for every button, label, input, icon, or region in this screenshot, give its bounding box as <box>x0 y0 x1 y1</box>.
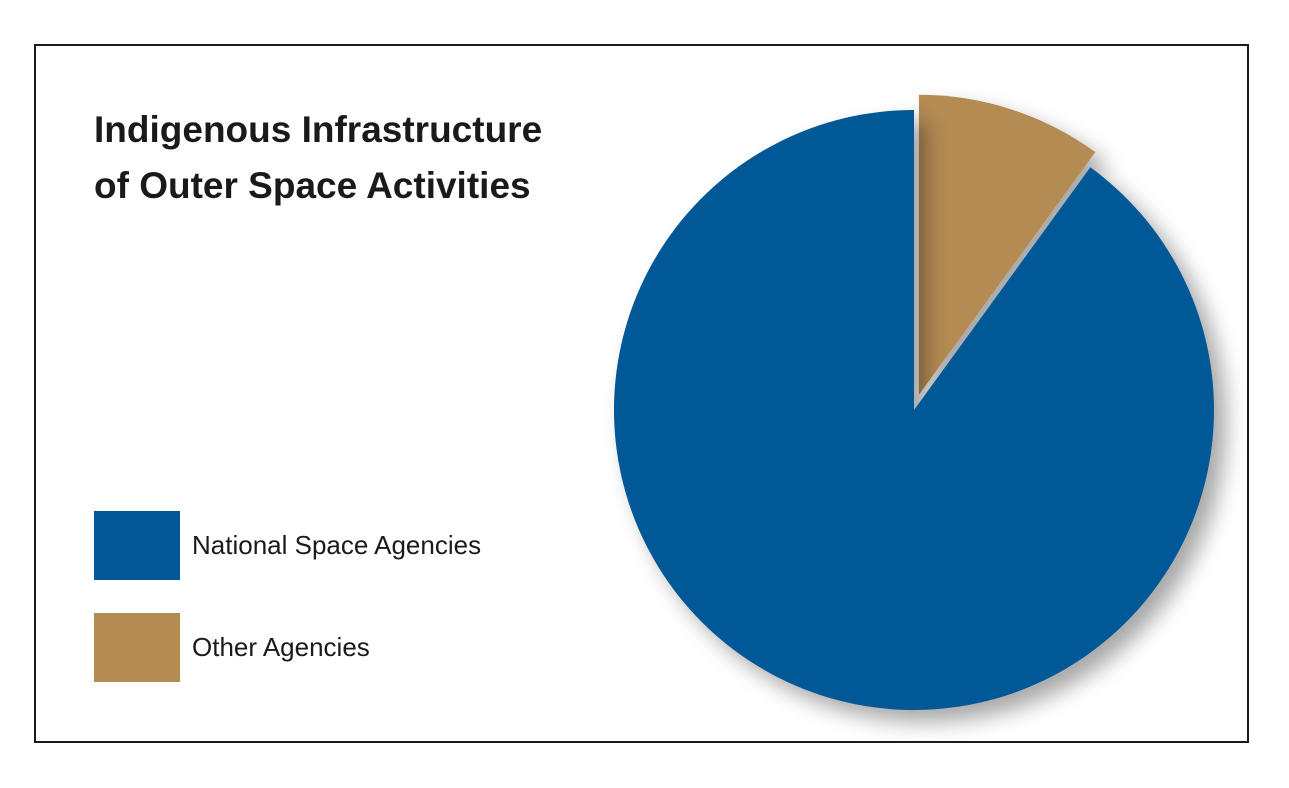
chart-title-line-2: of Outer Space Activities <box>94 165 531 206</box>
legend-item-other-agencies: Other Agencies <box>94 613 481 682</box>
pie-chart <box>614 94 1214 710</box>
pie-slice-national-space-agencies <box>614 110 1214 710</box>
chart-frame: Indigenous Infrastructure of Outer Space… <box>34 44 1249 743</box>
chart-legend: National Space Agencies Other Agencies <box>94 511 481 715</box>
legend-swatch-national-space-agencies <box>94 511 180 580</box>
legend-item-national-space-agencies: National Space Agencies <box>94 511 481 580</box>
legend-swatch-other-agencies <box>94 613 180 682</box>
chart-title: Indigenous Infrastructure of Outer Space… <box>94 102 654 214</box>
pie-slice-other-agencies <box>918 94 1096 395</box>
chart-title-line-1: Indigenous Infrastructure <box>94 109 543 150</box>
legend-label-national-space-agencies: National Space Agencies <box>192 530 482 560</box>
legend-label-other-agencies: Other Agencies <box>192 632 370 662</box>
